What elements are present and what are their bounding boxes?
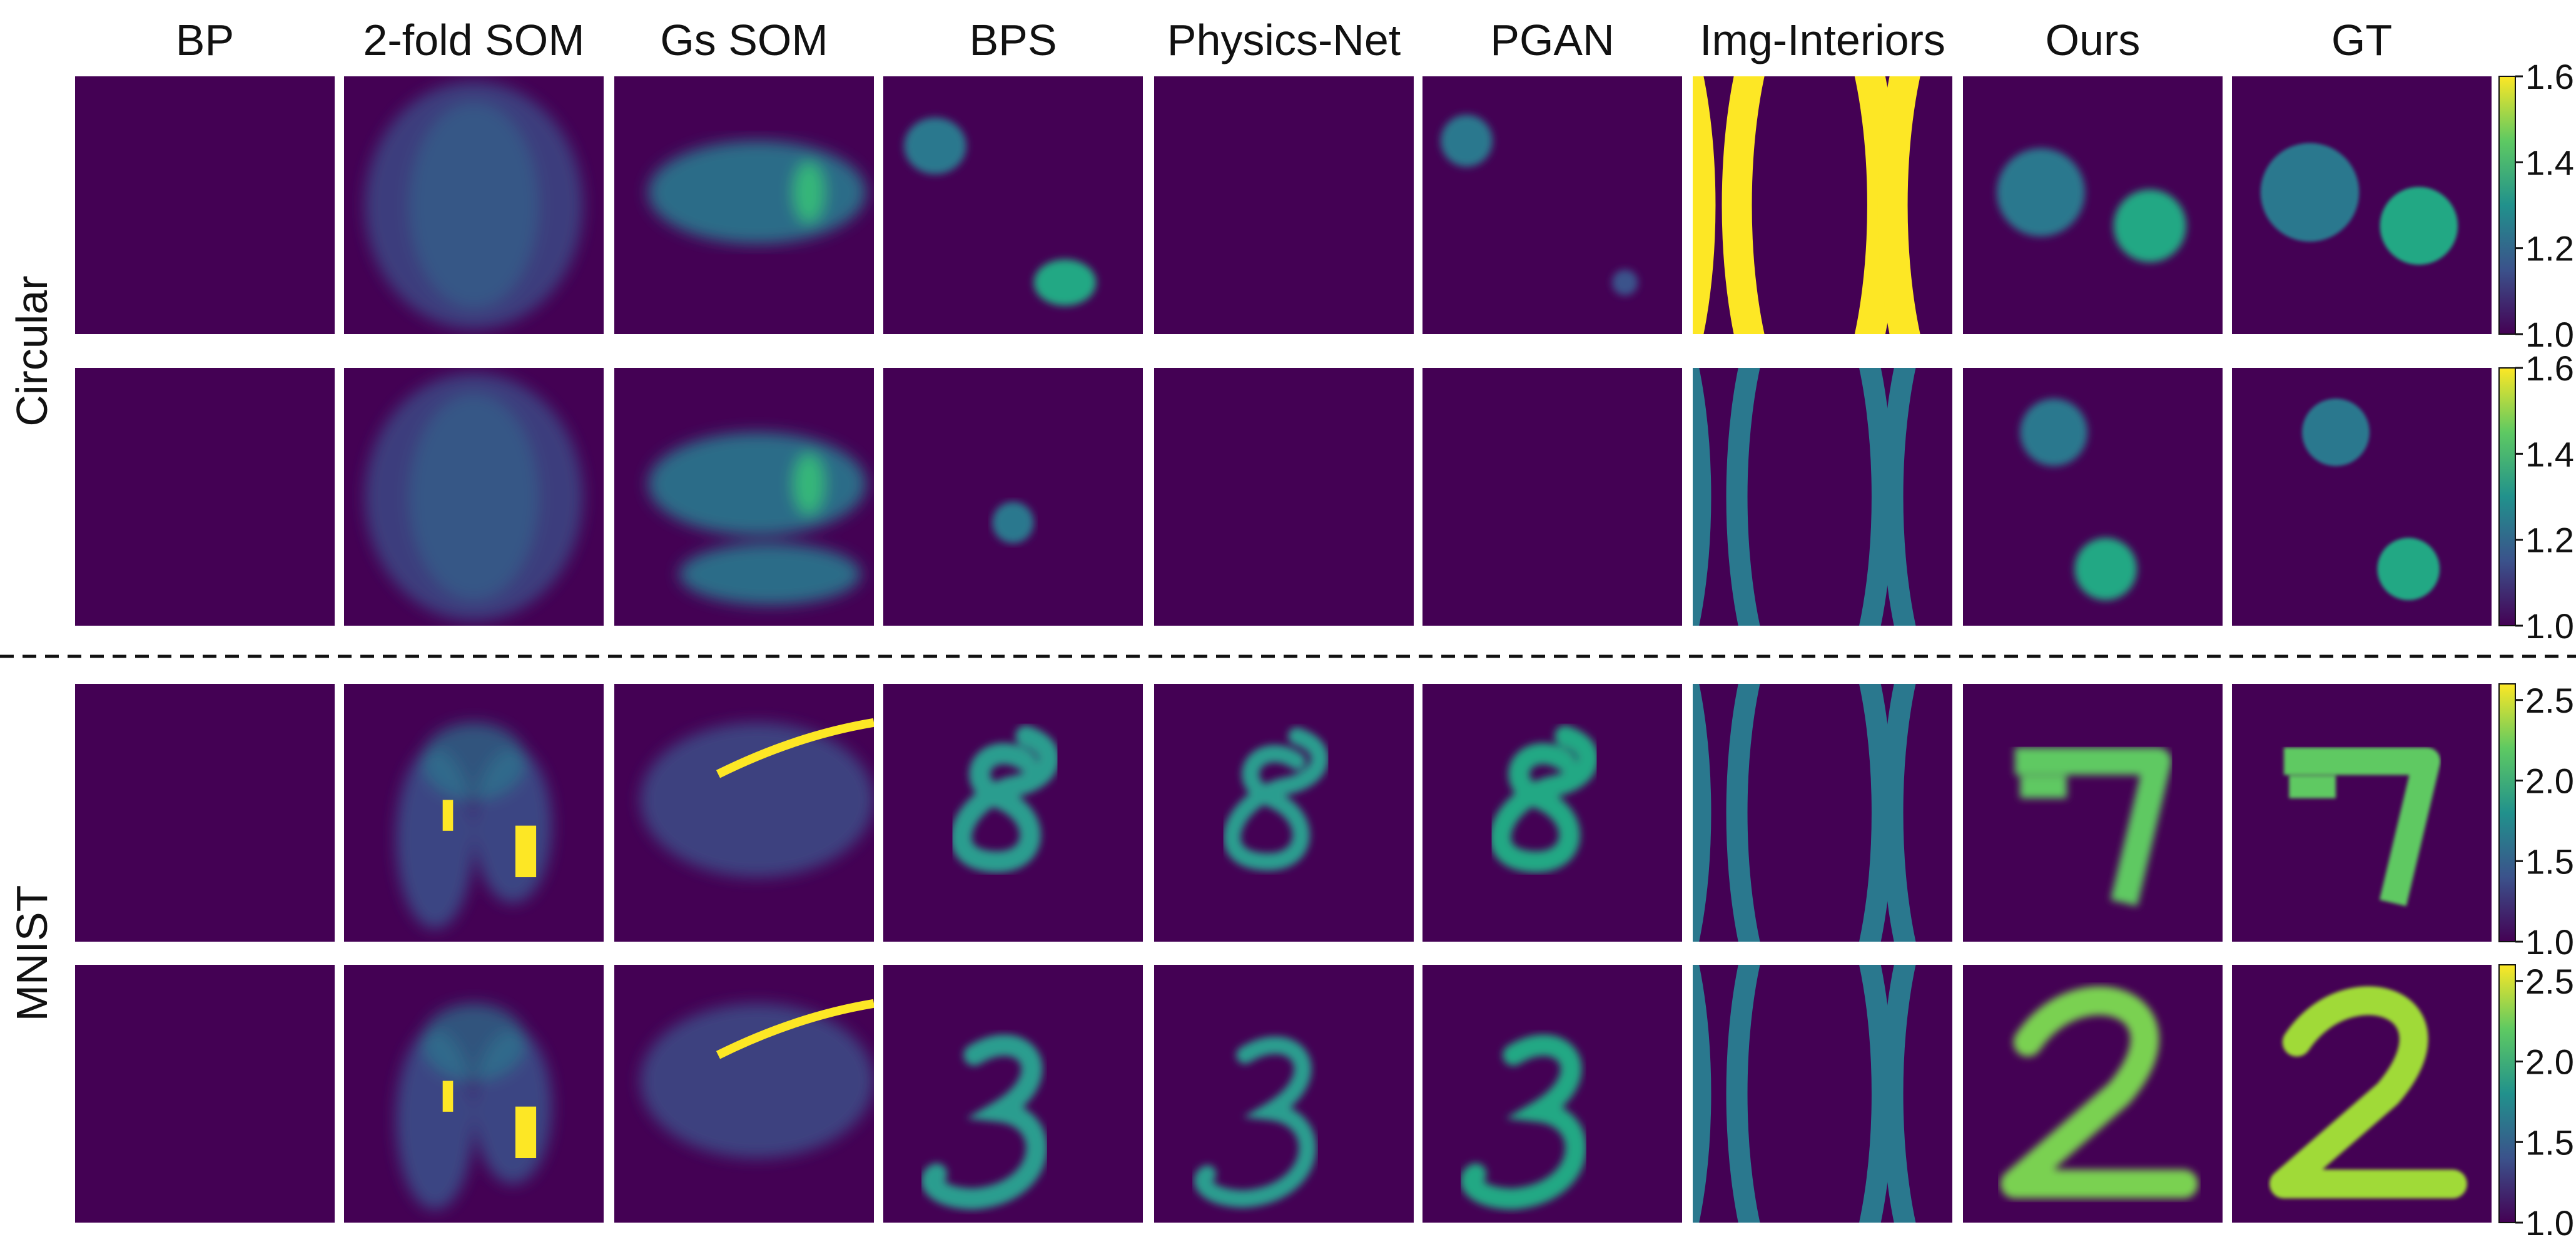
colorbar: 1.6 1.4 1.2 1.0: [2498, 57, 2574, 354]
colorbar-tick-label: 1.5: [2525, 842, 2574, 881]
image-panel: [614, 965, 874, 1223]
colorbar: 1.6 1.4 1.2 1.0: [2498, 349, 2574, 646]
image-panel: [2232, 684, 2492, 942]
colorbar: 2.5 2.0 1.5 1.0: [2498, 962, 2574, 1242]
colorbar-tick-label: 1.6: [2525, 349, 2574, 388]
colorbar-tick-label: 1.0: [2525, 922, 2574, 962]
image-panel: [75, 684, 335, 942]
image-panel: [75, 965, 335, 1223]
image-panel: [614, 76, 874, 334]
colorbar: 2.5 2.0 1.5 1.0: [2498, 681, 2574, 962]
image-panel: [1154, 684, 1414, 942]
image-panel: [344, 368, 604, 626]
image-panel: [1693, 965, 1952, 1223]
image-panel: [2232, 965, 2492, 1223]
image-panel: [883, 684, 1143, 942]
column-header: PGAN: [1490, 16, 1614, 64]
image-panel: [1154, 76, 1414, 334]
image-panel: [1963, 76, 2223, 334]
image-panels: [75, 76, 2492, 1223]
image-panel: [2232, 76, 2492, 334]
row-group-label: MNIST: [8, 885, 56, 1022]
image-panel: [1693, 368, 1952, 626]
colorbar-tick-label: 1.2: [2525, 521, 2574, 560]
colorbar-tick-label: 1.4: [2525, 434, 2574, 474]
image-panel: [2232, 368, 2492, 626]
column-header: Img-Interiors: [1700, 16, 1945, 64]
column-header: 2-fold SOM: [363, 16, 585, 64]
colorbar-tick-label: 2.5: [2525, 681, 2574, 720]
image-panel: [1154, 965, 1414, 1223]
column-header: Ours: [2046, 16, 2141, 64]
colorbar-tick-label: 2.0: [2525, 761, 2574, 801]
image-panel: [614, 368, 874, 626]
image-panel: [883, 76, 1143, 334]
image-panel: [1963, 368, 2223, 626]
row-group-label: Circular: [8, 275, 56, 426]
image-panel: [1693, 684, 1952, 942]
column-header: GT: [2331, 16, 2392, 64]
image-panel: [883, 368, 1143, 626]
colorbar-tick-label: 1.2: [2525, 229, 2574, 268]
image-panel: [1422, 368, 1682, 626]
image-panel: [344, 965, 604, 1223]
image-panel: [1693, 76, 1952, 334]
image-panel: [344, 684, 604, 942]
image-panel: [1422, 76, 1682, 334]
colorbars: 1.61.41.21.01.61.41.21.02.52.01.51.02.52…: [2498, 57, 2574, 1242]
image-panel: [1963, 965, 2223, 1223]
colorbar-tick-label: 2.0: [2525, 1042, 2574, 1082]
image-panel: [1422, 684, 1682, 942]
colorbar-tick-label: 2.5: [2525, 962, 2574, 1001]
image-panel: [75, 368, 335, 626]
colorbar-tick-label: 1.0: [2525, 315, 2574, 354]
column-header: BP: [176, 16, 234, 64]
colorbar-tick-label: 1.0: [2525, 1203, 2574, 1242]
image-panel: [344, 76, 604, 334]
image-panel: [1963, 684, 2223, 942]
image-panel: [1154, 368, 1414, 626]
colorbar-tick-label: 1.6: [2525, 57, 2574, 96]
column-header: BPS: [969, 16, 1057, 64]
image-panel: [883, 965, 1143, 1223]
image-panel: [1422, 965, 1682, 1223]
colorbar-tick-label: 1.5: [2525, 1122, 2574, 1162]
column-header: Gs SOM: [660, 16, 828, 64]
column-headers: BP 2-fold SOM Gs SOM BPS Physics-Net PGAN Img-…: [176, 16, 2392, 64]
colorbar-tick-label: 1.4: [2525, 143, 2574, 182]
row-group-labels: Circular MNIST: [8, 275, 56, 1021]
image-panel: [75, 76, 335, 334]
image-panel: [614, 684, 874, 942]
column-header: Physics-Net: [1167, 16, 1401, 64]
colorbar-tick-label: 1.0: [2525, 606, 2574, 646]
